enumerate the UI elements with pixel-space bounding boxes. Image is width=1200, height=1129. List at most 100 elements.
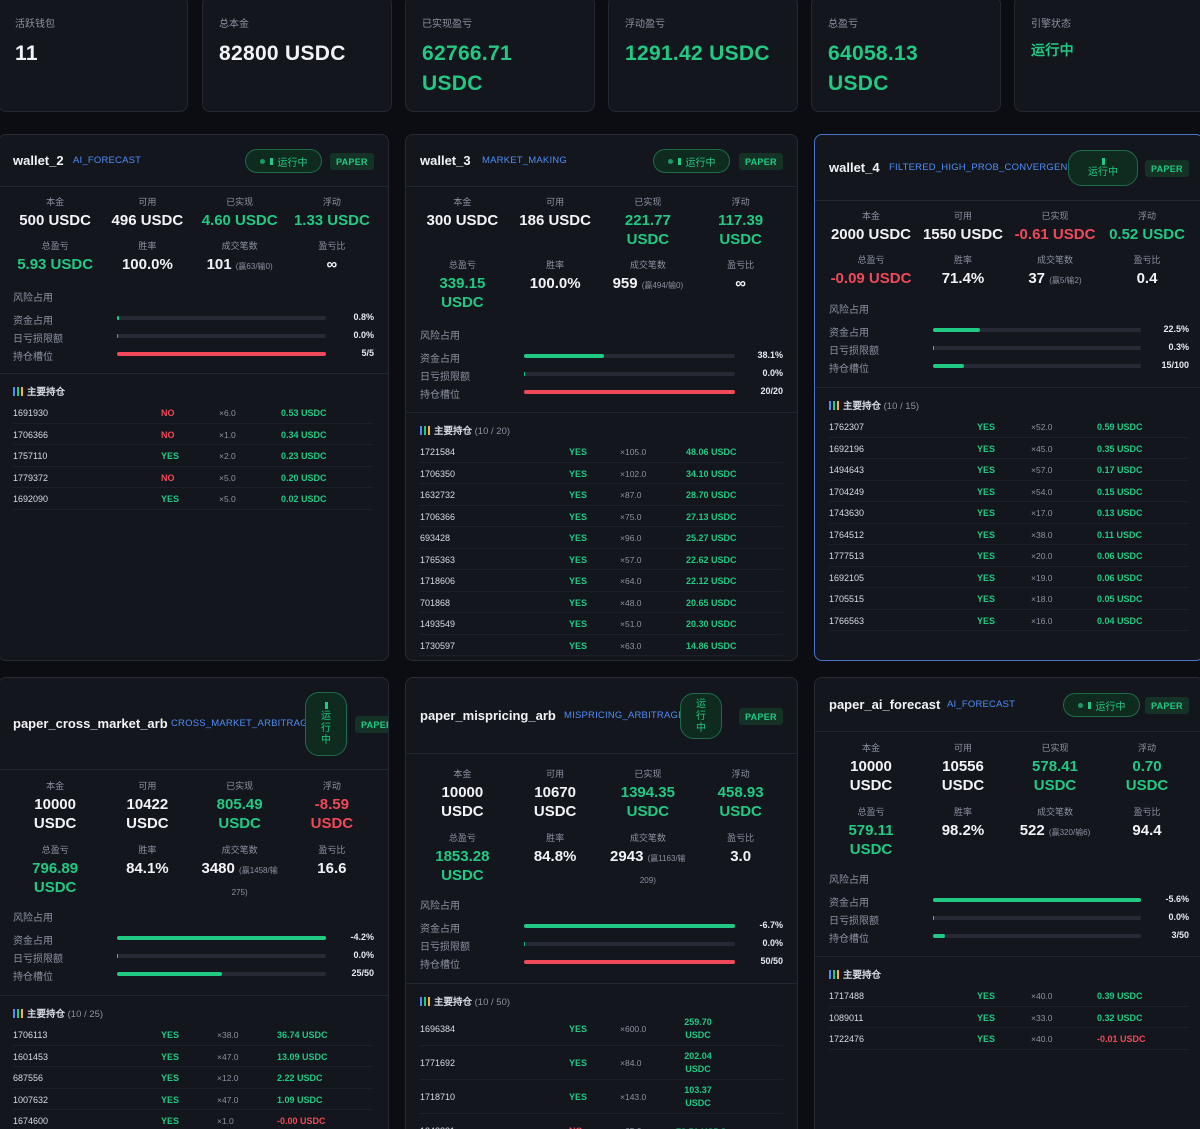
holding-row[interactable]: 1692196 YES ×45.0 0.35 USDC (829, 438, 1189, 459)
holding-pnl: 0.06 USDC (1097, 551, 1143, 561)
total-pnl-value: 64058.13 USDC (828, 42, 918, 95)
stats-row-secondary: 总盈亏 -0.09 USDC 胜率 71.4% 成交笔数 37 (赢5/输2) 盈亏比 0.4 (825, 253, 1193, 290)
stat-capital: 本金 2000 USDC (825, 209, 917, 244)
divider (815, 387, 1200, 388)
holdings-count: (10 / 20) (474, 426, 511, 437)
holding-row[interactable]: 687556 YES ×12.0 2.22 USDC (13, 1067, 374, 1089)
holding-pnl: 103.37 USDC (684, 1085, 712, 1108)
quantity: ×20.0 (1031, 551, 1053, 561)
stat-floating: 浮动 458.93 USDC (694, 767, 787, 821)
strategy-tag: MISPRICING_ARBITRAGE (564, 710, 685, 721)
holding-row[interactable]: 1601453 YES ×47.0 13.09 USDC (13, 1046, 374, 1067)
quantity: ×63.0 (620, 640, 642, 651)
holding-row[interactable]: 1692105 YES ×19.0 0.06 USDC (829, 567, 1189, 588)
holding-row[interactable]: 1743630 YES ×17.0 0.13 USDC (829, 502, 1189, 524)
market-id: 1704249 (829, 486, 865, 497)
holding-row[interactable]: 1706113 YES ×38.0 36.74 USDC (13, 1024, 374, 1046)
side-label: YES (977, 1034, 996, 1044)
holding-row[interactable]: 1779372 NO ×5.0 0.20 USDC (13, 467, 374, 488)
holding-pnl: 1.09 USDC (277, 1094, 323, 1105)
stat-pl-ratio: 盈亏比 16.6 (286, 843, 378, 903)
stat-label: 胜率 (546, 260, 565, 270)
stat-realized: 已实现 4.60 USDC (194, 195, 286, 230)
stat-label: 胜率 (546, 833, 565, 843)
realized-pnl-card: 已实现盈亏 62766.71 USDC (405, 0, 595, 112)
wallet-card[interactable]: wallet_4 FILTERED_HIGH_PROB_CONVERGENCE 运行… (814, 134, 1200, 661)
stat-available: 可用 1550 USDC (917, 209, 1009, 244)
stat-label: 浮动 (1137, 743, 1156, 753)
risk-label: 持仓槽位 (13, 352, 53, 363)
holding-row[interactable]: 1706350 YES ×102.0 34.10 USDC (420, 463, 783, 484)
risk-value: 38.1% (757, 350, 783, 360)
holding-row[interactable]: 1493549 YES ×51.0 20.30 USDC (420, 613, 783, 635)
wallet-card[interactable]: wallet_3 MARKET_MAKING 运行中 PAPER 本金 300 USDC 可… (405, 134, 798, 661)
holding-row[interactable]: 1007632 YES ×47.0 1.09 USDC (13, 1089, 374, 1110)
wallet-card[interactable]: paper_mispricing_arb MISPRICING_ARBITRAGE… (405, 677, 798, 1129)
holding-row[interactable]: 1691930 NO ×6.0 0.53 USDC (13, 402, 374, 424)
stat-realized: 已实现 578.41 USDC (1009, 741, 1101, 795)
wallet-card[interactable]: paper_ai_forecast AI_FORECAST 运行中 PAPER 本金 10… (814, 677, 1200, 1129)
holding-row[interactable]: 1718606 YES ×64.0 22.12 USDC (420, 570, 783, 592)
risk-title: 风险占用 (420, 901, 460, 912)
risk-label: 日亏损限额 (420, 942, 470, 953)
holding-row[interactable]: 693428 YES ×96.0 25.27 USDC (420, 527, 783, 549)
holding-row[interactable]: 1722476 YES ×40.0 -0.01 USDC (829, 1028, 1189, 1050)
stat-label: 成交笔数 (1036, 807, 1073, 817)
holding-row[interactable]: 1764512 YES ×38.0 0.11 USDC (829, 524, 1189, 545)
paper-badge: PAPER (355, 716, 388, 733)
quantity: ×18.0 (1031, 594, 1053, 604)
side-label: YES (569, 468, 588, 479)
holding-row[interactable]: 1348881 NO ×65.0 78.51 USDC (420, 1114, 783, 1129)
risk-value: 3/50 (1171, 930, 1189, 940)
risk-row-position-slots: 持仓槽位 20/20 (420, 384, 783, 402)
holding-row[interactable]: 1704249 YES ×54.0 0.15 USDC (829, 481, 1189, 502)
holding-row[interactable]: 1705515 YES ×18.0 0.05 USDC (829, 588, 1189, 610)
holding-row[interactable]: 1089011 YES ×33.0 0.32 USDC (829, 1007, 1189, 1028)
wallet-card[interactable]: paper_cross_market_arb CROSS_MARKET_ARBIT… (0, 677, 389, 1129)
stat-value: 339.15 USDC (439, 275, 486, 311)
stat-value: 98.2% (941, 822, 985, 839)
holding-row[interactable]: 1632732 YES ×87.0 28.70 USDC (420, 484, 783, 506)
holding-row[interactable]: 1494643 YES ×57.0 0.17 USDC (829, 459, 1189, 481)
stat-label: 成交笔数 (221, 845, 258, 855)
stat-label: 总盈亏 (41, 845, 69, 855)
holding-row[interactable]: 1771692 YES ×84.0 202.04 USDC (420, 1046, 783, 1080)
holding-row[interactable]: 1717488 YES ×40.0 0.39 USDC (829, 985, 1189, 1007)
holding-row[interactable]: 1762307 YES ×52.0 0.59 USDC (829, 416, 1189, 438)
holding-row[interactable]: 1706366 NO ×1.0 0.34 USDC (13, 424, 374, 445)
quantity: ×57.0 (1031, 465, 1053, 475)
holding-pnl: -0.00 USDC (277, 1116, 326, 1126)
risk-value: 0.8% (353, 312, 374, 322)
holding-row[interactable]: 1674600 YES ×1.0 -0.00 USDC (13, 1110, 374, 1129)
stat-value: 100.0% (121, 256, 173, 273)
holding-row[interactable]: 1706366 YES ×75.0 27.13 USDC (420, 506, 783, 527)
total-capital-value: 82800 USDC (219, 42, 346, 65)
side-label: YES (161, 1116, 180, 1126)
holding-row[interactable]: 1777513 YES ×20.0 0.06 USDC (829, 545, 1189, 567)
holding-row[interactable]: 701868 YES ×48.0 20.65 USDC (420, 592, 783, 613)
stat-label: 已实现 (634, 197, 662, 207)
active-wallets-value: 11 (15, 42, 38, 65)
status-text: 运行中 (696, 699, 706, 734)
market-id: 1766563 (829, 615, 865, 626)
risk-label: 资金占用 (13, 936, 53, 947)
stat-value: 0.70 USDC (1125, 758, 1169, 794)
stat-win-rate: 胜率 100.0% (509, 258, 602, 312)
risk-row-position-slots: 持仓槽位 3/50 (829, 928, 1189, 946)
holding-row[interactable]: 1718710 YES ×143.0 103.37 USDC (420, 1080, 783, 1114)
holding-row[interactable]: 1766563 YES ×16.0 0.04 USDC (829, 610, 1189, 631)
holding-row[interactable]: 1765363 YES ×57.0 22.62 USDC (420, 549, 783, 570)
market-id: 1348881 (420, 1126, 455, 1129)
stat-label: 可用 (953, 743, 972, 753)
holding-row[interactable]: 1721584 YES ×105.0 48.06 USDC (420, 441, 783, 463)
holding-row[interactable]: 1692090 YES ×5.0 0.02 USDC (13, 488, 374, 510)
holding-row[interactable]: 1696384 YES ×600.0 259.70 USDC (420, 1012, 783, 1046)
stat-value: 496 USDC (111, 212, 184, 229)
holding-row[interactable]: 1757110 YES ×2.0 0.23 USDC (13, 445, 374, 467)
stat-label: 总盈亏 (448, 833, 476, 843)
wallet-card[interactable]: wallet_2 AI_FORECAST 运行中 PAPER 本金 500 USDC 可用 4… (0, 134, 389, 661)
risk-row-capital-usage: 资金占用 0.8% (13, 310, 374, 328)
stat-label: 本金 (46, 197, 65, 207)
holding-row[interactable]: 1730597 YES ×63.0 14.86 USDC (420, 635, 783, 656)
trades-count: 2943 (610, 848, 648, 865)
